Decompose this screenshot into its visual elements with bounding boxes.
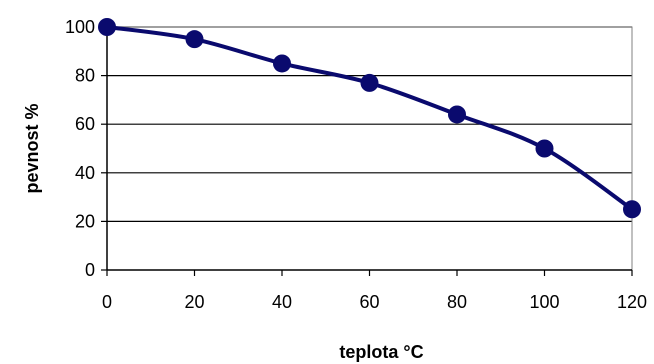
data-point-20 bbox=[185, 30, 204, 49]
y-tick-label-60: 60 bbox=[75, 114, 95, 134]
data-point-100 bbox=[535, 139, 554, 158]
data-point-120 bbox=[623, 200, 641, 219]
x-tick-label-100: 100 bbox=[529, 292, 559, 312]
x-tick-labels: 0 20 40 60 80 100 120 bbox=[102, 270, 647, 312]
y-tick-labels: 0 20 40 60 80 100 bbox=[65, 17, 107, 280]
y-tick-label-20: 20 bbox=[75, 211, 95, 231]
data-point-40 bbox=[273, 54, 291, 73]
y-tick-label-80: 80 bbox=[75, 66, 95, 86]
x-tick-label-60: 60 bbox=[359, 292, 379, 312]
data-point-80 bbox=[448, 105, 466, 124]
y-tick-label-100: 100 bbox=[65, 17, 95, 37]
series-group bbox=[98, 18, 641, 219]
x-axis-title: teplota °C bbox=[339, 342, 423, 362]
x-tick-label-20: 20 bbox=[184, 292, 204, 312]
series-line-0 bbox=[106, 25, 634, 211]
gridlines bbox=[107, 26, 632, 222]
y-tick-label-0: 0 bbox=[85, 260, 95, 280]
x-tick-label-0: 0 bbox=[102, 292, 112, 312]
y-tick-label-40: 40 bbox=[75, 163, 95, 183]
data-point-0 bbox=[98, 18, 116, 36]
x-tick-label-120: 120 bbox=[617, 292, 647, 312]
x-tick-label-80: 80 bbox=[447, 292, 467, 312]
data-point-60 bbox=[360, 73, 379, 92]
y-axis-title: pevnost % bbox=[22, 103, 42, 193]
x-tick-label-40: 40 bbox=[272, 292, 292, 312]
